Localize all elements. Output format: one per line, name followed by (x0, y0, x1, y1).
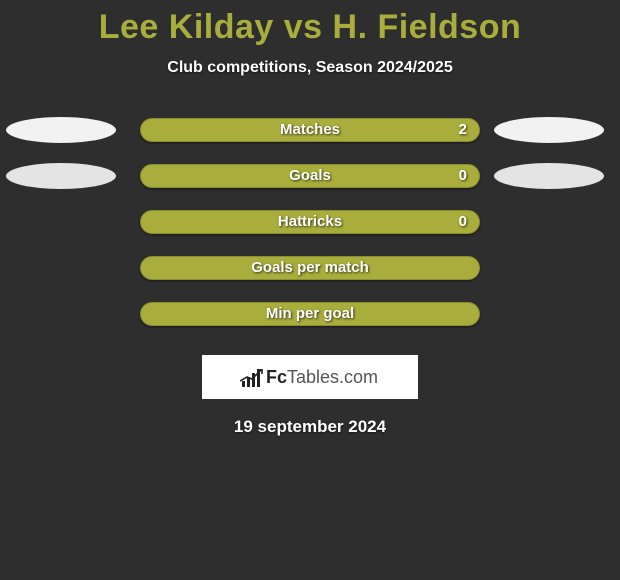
logo-bold: Fc (266, 367, 287, 387)
logo-text: FcTables.com (266, 367, 378, 388)
stat-row: Hattricks0 (0, 209, 620, 255)
stat-bar: Min per goal (140, 302, 480, 326)
subtitle: Club competitions, Season 2024/2025 (0, 59, 620, 77)
stat-label: Min per goal (141, 303, 479, 325)
date-line: 19 september 2024 (0, 417, 620, 437)
page-title: Lee Kilday vs H. Fieldson (0, 0, 620, 47)
stat-row: Goals per match (0, 255, 620, 301)
stat-label: Matches (141, 119, 479, 141)
stat-row: Min per goal (0, 301, 620, 347)
stat-bar: Goals per match (140, 256, 480, 280)
stat-label: Goals (141, 165, 479, 187)
right-ellipse (494, 163, 604, 189)
stat-bar: Goals0 (140, 164, 480, 188)
left-ellipse (6, 163, 116, 189)
stat-row: Matches2 (0, 117, 620, 163)
logo-rest: Tables.com (287, 367, 378, 387)
stat-label: Goals per match (141, 257, 479, 279)
stat-bar: Hattricks0 (140, 210, 480, 234)
left-ellipse (6, 117, 116, 143)
chart-icon (242, 367, 260, 387)
stat-rows: Matches2Goals0Hattricks0Goals per matchM… (0, 117, 620, 347)
logo-box: FcTables.com (202, 355, 418, 399)
stat-value: 2 (459, 119, 467, 141)
stat-value: 0 (459, 211, 467, 233)
stat-row: Goals0 (0, 163, 620, 209)
stat-bar: Matches2 (140, 118, 480, 142)
stat-label: Hattricks (141, 211, 479, 233)
stat-value: 0 (459, 165, 467, 187)
right-ellipse (494, 117, 604, 143)
